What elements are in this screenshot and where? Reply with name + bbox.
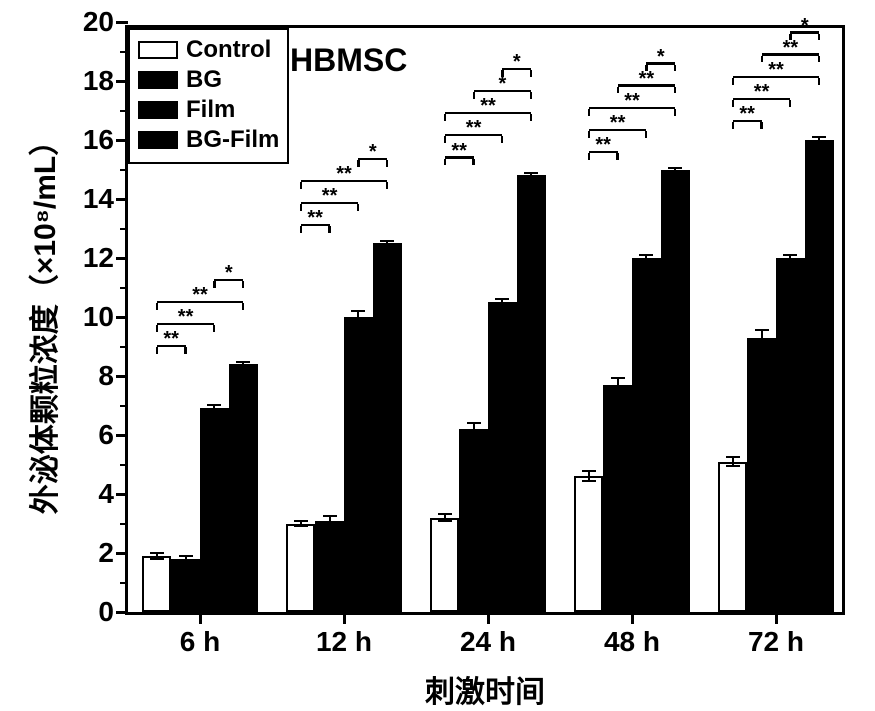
legend-item: Film (138, 96, 279, 124)
bar-bgfilm (229, 364, 258, 612)
x-tick (343, 612, 346, 624)
y-tick (116, 21, 128, 24)
x-tick-label: 72 h (748, 626, 804, 658)
legend-label: BG (186, 66, 222, 94)
bar-bg (603, 385, 632, 612)
y-tick-minor (120, 228, 128, 230)
bar-bg (171, 559, 200, 612)
y-tick (116, 316, 128, 319)
bar-film (344, 317, 373, 612)
y-tick-minor (120, 346, 128, 348)
inside-title: HBMSC (290, 42, 407, 79)
chart-container: 024681012141618206 h*******12 h*******24… (0, 0, 875, 705)
y-tick (116, 434, 128, 437)
y-tick-minor (120, 464, 128, 466)
bar-film (200, 408, 229, 612)
y-tick-label: 20 (83, 6, 114, 38)
y-tick (116, 257, 128, 260)
legend-item: BG (138, 66, 279, 94)
bar-control (574, 476, 603, 612)
y-tick-label: 0 (98, 596, 114, 628)
y-tick-label: 4 (98, 478, 114, 510)
x-tick-label: 12 h (316, 626, 372, 658)
x-tick-label: 6 h (180, 626, 220, 658)
bar-bgfilm (661, 170, 690, 613)
legend-swatch (138, 131, 178, 149)
legend-swatch (138, 71, 178, 89)
x-tick (775, 612, 778, 624)
bar-bgfilm (517, 175, 546, 612)
legend-item: Control (138, 36, 279, 64)
legend: ControlBGFilmBG-Film (128, 28, 289, 164)
bar-bgfilm (373, 243, 402, 612)
legend-label: Film (186, 96, 235, 124)
y-tick (116, 375, 128, 378)
y-tick-minor (120, 169, 128, 171)
y-tick-label: 8 (98, 360, 114, 392)
y-tick-minor (120, 405, 128, 407)
y-tick-label: 18 (83, 65, 114, 97)
y-tick-label: 14 (83, 183, 114, 215)
legend-swatch (138, 101, 178, 119)
y-tick (116, 198, 128, 201)
y-tick (116, 139, 128, 142)
y-tick (116, 552, 128, 555)
x-tick (631, 612, 634, 624)
legend-swatch (138, 41, 178, 59)
bar-film (632, 258, 661, 612)
bar-control (286, 524, 315, 613)
y-tick-label: 10 (83, 301, 114, 333)
y-tick-label: 6 (98, 419, 114, 451)
bar-bg (747, 338, 776, 612)
y-tick (116, 493, 128, 496)
bar-film (776, 258, 805, 612)
y-tick-minor (120, 582, 128, 584)
legend-label: BG-Film (186, 126, 279, 154)
y-tick (116, 611, 128, 614)
bar-bg (315, 521, 344, 612)
y-tick-minor (120, 51, 128, 53)
x-tick-label: 24 h (460, 626, 516, 658)
bar-film (488, 302, 517, 612)
legend-item: BG-Film (138, 126, 279, 154)
y-tick (116, 80, 128, 83)
y-tick-label: 16 (83, 124, 114, 156)
y-tick-minor (120, 523, 128, 525)
bar-bgfilm (805, 140, 834, 612)
y-tick-label: 2 (98, 537, 114, 569)
x-tick (487, 612, 490, 624)
bar-control (430, 518, 459, 612)
legend-label: Control (186, 36, 271, 64)
x-tick-label: 48 h (604, 626, 660, 658)
bar-bg (459, 429, 488, 612)
y-tick-minor (120, 287, 128, 289)
x-tick (199, 612, 202, 624)
y-tick-minor (120, 110, 128, 112)
bar-control (142, 556, 171, 612)
y-tick-label: 12 (83, 242, 114, 274)
y-axis-title: 外泌体颗粒浓度（×10⁸/mL） (20, 126, 64, 514)
x-axis-title: 刺激时间 (425, 667, 545, 711)
bar-control (718, 462, 747, 612)
